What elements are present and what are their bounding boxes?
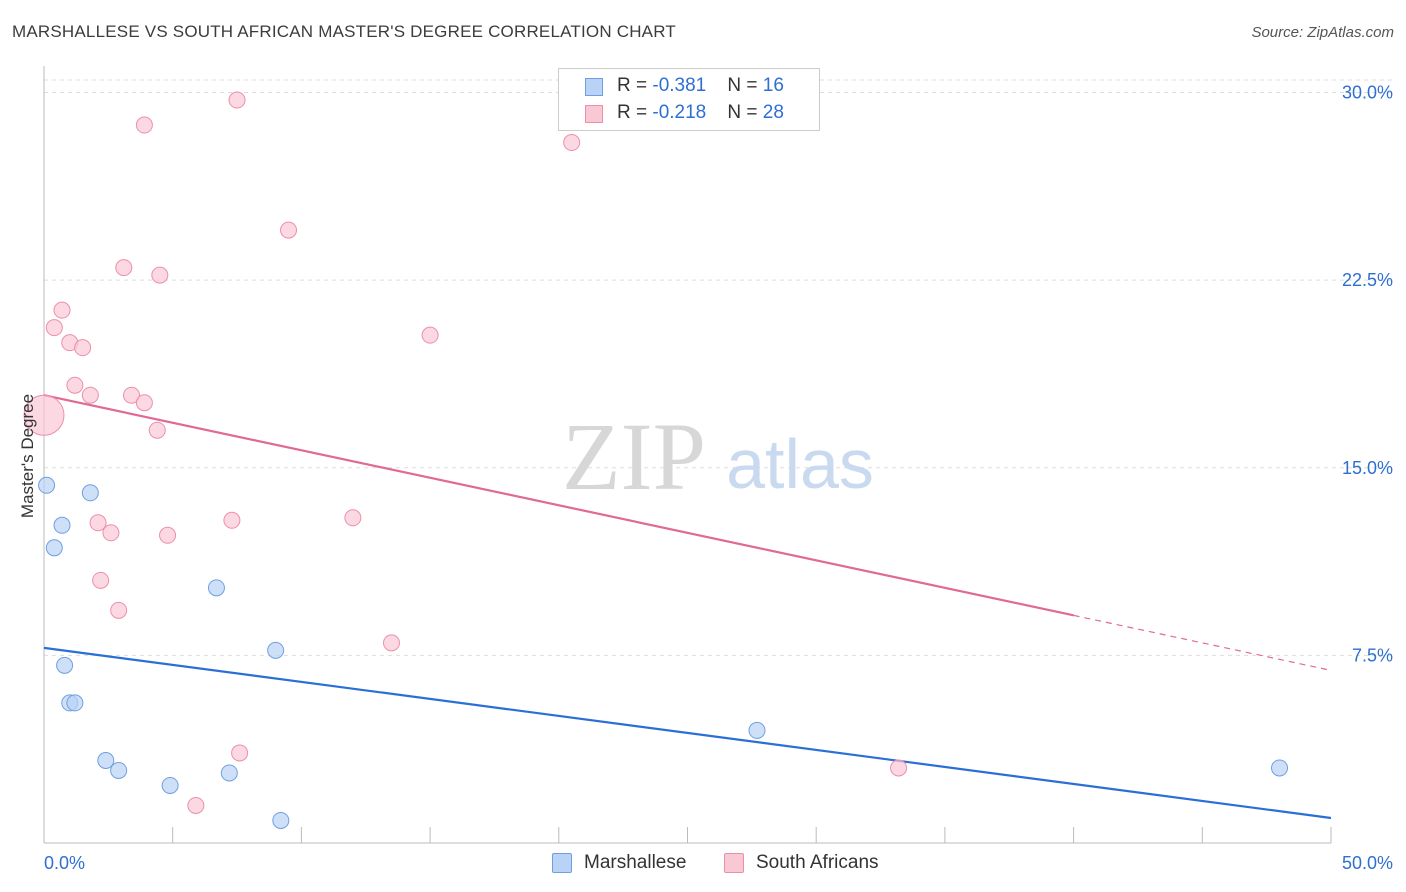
y-axis-label: Master's Degree (18, 393, 37, 519)
trend-lines (43, 394, 1332, 820)
data-points (23, 91, 1289, 829)
y-tick-label: 22.5% (1342, 270, 1393, 290)
south-african-trend-line (43, 394, 1074, 617)
y-tick-label: 7.5% (1352, 645, 1393, 665)
south-african-point (81, 386, 99, 404)
south-african-point (123, 386, 141, 404)
axes (43, 66, 1332, 844)
y-tick-label: 30.0% (1342, 83, 1393, 103)
watermark-zip: ZIP (562, 403, 706, 510)
south-african-point (231, 744, 249, 762)
stats-legend: R = -0.381 N = 16 R = -0.218 N = 28 (558, 68, 820, 131)
south-african-point (92, 571, 110, 589)
south-african-point (223, 511, 241, 529)
legend-swatch-marshallese (552, 853, 572, 873)
marshallese-point (66, 694, 84, 712)
marshallese-point (97, 751, 115, 769)
marshallese-point (45, 539, 63, 557)
south-african-point (159, 526, 177, 544)
legend-n-label: N = (727, 75, 763, 96)
south-african-point (421, 326, 439, 344)
south-african-point (187, 796, 205, 814)
legend-swatch-south-africans (585, 105, 603, 123)
marshallese-point (53, 516, 71, 534)
marshallese-point (161, 776, 179, 794)
south-african-point (344, 509, 362, 527)
marshallese-point (220, 764, 238, 782)
x-tick-label: 50.0% (1342, 853, 1393, 873)
marshallese-point (38, 476, 56, 494)
south-african-point (66, 376, 84, 394)
south-african-point (74, 339, 92, 357)
south-african-point (102, 524, 120, 542)
marshallese-point (267, 641, 285, 659)
legend-swatch-marshallese (585, 78, 603, 96)
marshallese-point (748, 721, 766, 739)
legend-n-label: N = (727, 102, 763, 123)
tick-labels: 7.5% 15.0% 22.5% 30.0% 0.0% 50.0% (44, 83, 1393, 873)
chart-title: MARSHALLESE VS SOUTH AFRICAN MASTER'S DE… (12, 22, 676, 41)
south-african-point (228, 91, 246, 109)
legend-r-value: -0.218 (652, 102, 707, 123)
south-african-point (135, 394, 153, 412)
x-tick-label: 0.0% (44, 853, 85, 873)
marshallese-point (81, 484, 99, 502)
legend-r-label: R = (617, 102, 653, 123)
marshallese-point (272, 811, 290, 829)
south-african-point (563, 134, 581, 152)
marshallese-point (56, 656, 74, 674)
grid-lines (44, 79, 1393, 656)
south-african-point (151, 266, 169, 284)
south-african-point (89, 514, 107, 532)
legend-n-value: 28 (762, 102, 784, 123)
source-label: Source: ZipAtlas.com (1251, 24, 1394, 41)
watermark: ZIP atlas (562, 403, 874, 510)
south-african-point (135, 116, 153, 134)
south-african-point (45, 319, 63, 337)
south-african-point (53, 301, 71, 319)
south-african-point (110, 601, 128, 619)
south-african-point (115, 259, 133, 277)
legend-label-marshallese: Marshallese (584, 852, 687, 873)
legend-label-south-africans: South Africans (756, 852, 879, 873)
south-african-point (382, 634, 400, 652)
legend-swatch-south-africans (724, 853, 744, 873)
legend-r-label: R = (617, 75, 653, 96)
watermark-atlas: atlas (726, 425, 874, 503)
south-african-trend-extension (1073, 614, 1332, 671)
y-tick-label: 15.0% (1342, 458, 1393, 478)
marshallese-point (110, 761, 128, 779)
legend-r-value: -0.381 (652, 75, 707, 96)
south-african-point (148, 421, 166, 439)
marshallese-point (207, 579, 225, 597)
south-african-point (23, 394, 65, 436)
south-african-point (890, 759, 908, 777)
south-african-point (280, 221, 298, 239)
marshallese-trend-line (43, 646, 1332, 820)
marshallese-point (1271, 759, 1289, 777)
legend-n-value: 16 (762, 75, 784, 96)
